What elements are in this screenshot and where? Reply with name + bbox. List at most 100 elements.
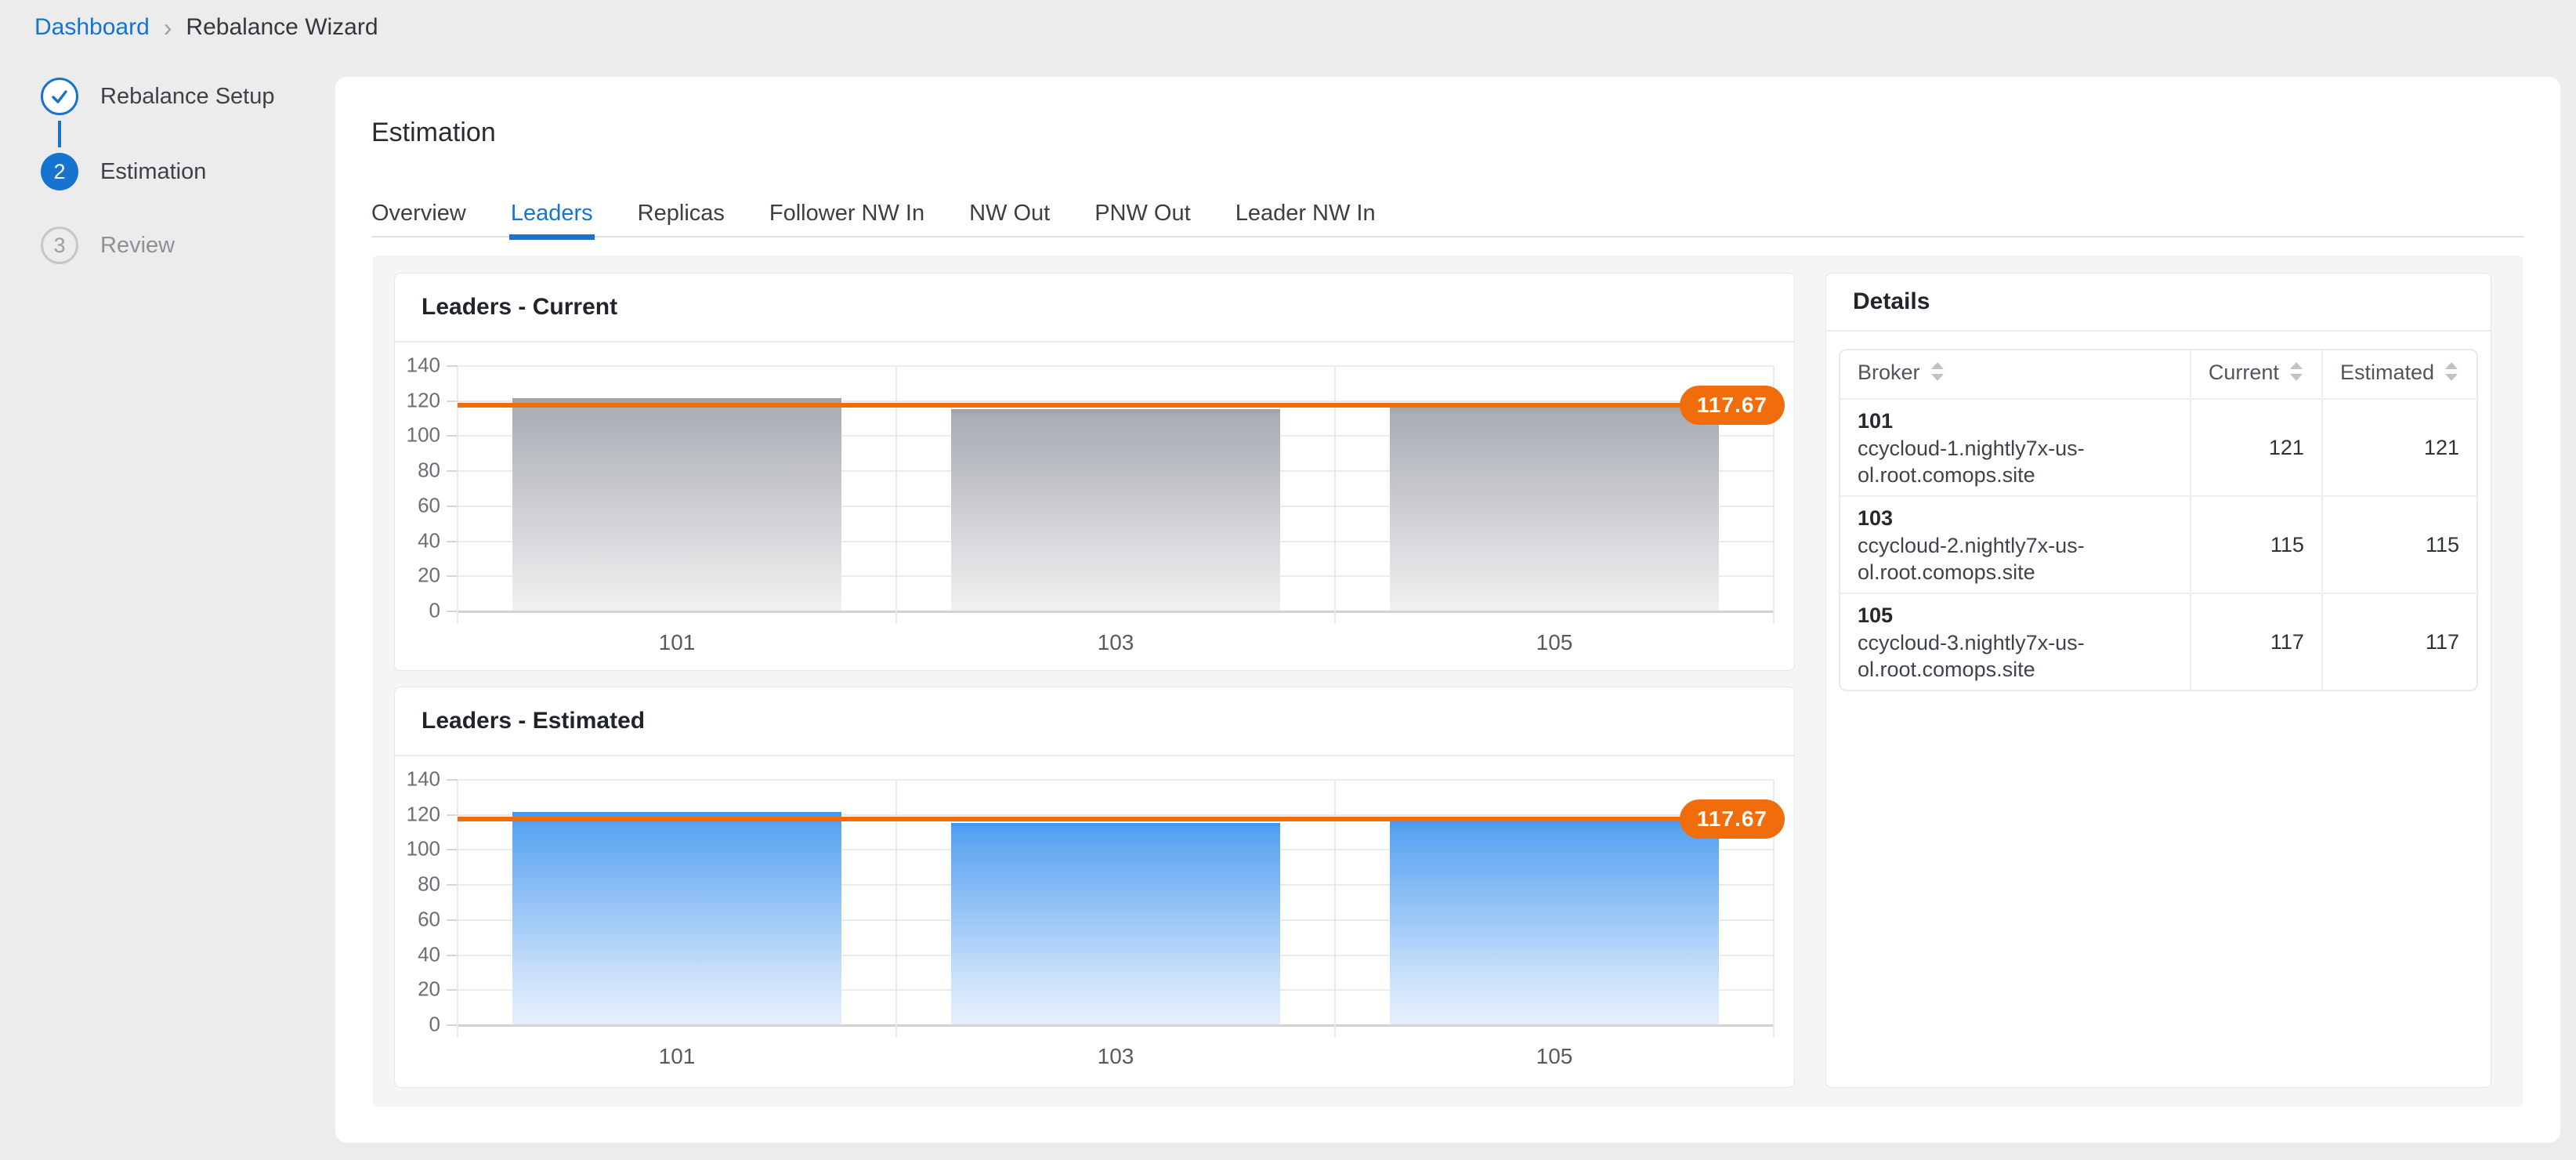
estimation-card: Estimation Overview Leaders Replicas Follow… bbox=[335, 77, 2560, 1143]
table-row-broker-105: 105 ccycloud-3.nightly7x-us-ol.root.comop… bbox=[1840, 593, 2477, 690]
grid-line bbox=[458, 814, 1774, 816]
x-axis-label: 105 bbox=[1536, 630, 1573, 654]
y-axis-label: 80 bbox=[418, 872, 440, 896]
bar-103[interactable] bbox=[951, 408, 1280, 611]
tab-replicas[interactable]: Replicas bbox=[637, 201, 725, 226]
broker-hostname: ccycloud-3.nightly7x-us-ol.root.comops.s… bbox=[1858, 631, 2085, 681]
estimated-value: 121 bbox=[2321, 398, 2477, 497]
page-title: Estimation bbox=[371, 118, 496, 147]
y-axis-label: 0 bbox=[429, 1012, 440, 1036]
breadcrumb-link-dashboard[interactable]: Dashboard bbox=[34, 14, 150, 40]
wizard-step-label: Review bbox=[100, 232, 175, 258]
threshold-line bbox=[458, 402, 1780, 408]
threshold-badge: 117.67 bbox=[1679, 799, 1785, 839]
y-axis-label: 120 bbox=[406, 387, 440, 411]
y-axis-label: 0 bbox=[429, 598, 440, 622]
column-header-current[interactable]: Current bbox=[2189, 350, 2323, 400]
sort-icon bbox=[2444, 361, 2459, 388]
table-row-broker-103: 103 ccycloud-2.nightly7x-us-ol.root.comop… bbox=[1840, 495, 2477, 594]
estimated-value: 117 bbox=[2321, 593, 2477, 690]
y-axis-label: 60 bbox=[418, 493, 440, 517]
x-axis-label: 101 bbox=[658, 630, 696, 654]
tab-leaders[interactable]: Leaders bbox=[508, 199, 595, 240]
bar-101[interactable] bbox=[512, 812, 841, 1024]
y-axis-tick bbox=[447, 400, 458, 402]
y-axis-label: 20 bbox=[418, 977, 440, 1001]
y-axis-label: 140 bbox=[406, 353, 440, 377]
y-axis-tick bbox=[447, 1024, 458, 1026]
chart-title: Leaders - Estimated bbox=[395, 687, 1794, 756]
tab-nw-out[interactable]: NW Out bbox=[969, 201, 1051, 226]
y-axis-label: 120 bbox=[406, 801, 440, 825]
y-axis-label: 40 bbox=[418, 941, 440, 966]
table-row-broker-101: 101 ccycloud-1.nightly7x-us-ol.root.comop… bbox=[1840, 398, 2477, 497]
y-axis-label: 40 bbox=[418, 527, 440, 552]
current-value: 117 bbox=[2189, 593, 2323, 690]
y-axis-label: 60 bbox=[418, 907, 440, 931]
chart-title: Leaders - Current bbox=[395, 274, 1794, 343]
step-gap bbox=[41, 193, 331, 224]
details-title: Details bbox=[1826, 274, 2491, 332]
tab-pnw-out[interactable]: PNW Out bbox=[1094, 201, 1191, 226]
broker-cell: 103 ccycloud-2.nightly7x-us-ol.root.comop… bbox=[1840, 495, 2191, 594]
bar-103[interactable] bbox=[951, 822, 1280, 1024]
y-axis-tick bbox=[447, 989, 458, 991]
y-axis-tick bbox=[447, 884, 458, 886]
bar-101[interactable] bbox=[512, 398, 841, 611]
threshold-line bbox=[458, 816, 1780, 821]
broker-id: 103 bbox=[1858, 506, 1894, 530]
column-header-estimated[interactable]: Estimated bbox=[2321, 350, 2477, 400]
wizard-step-rebalance-setup[interactable]: Rebalance Setup bbox=[41, 75, 331, 118]
y-axis-label: 80 bbox=[418, 458, 440, 482]
vertical-grid-line bbox=[895, 780, 897, 1037]
y-axis-tick bbox=[447, 919, 458, 921]
grid-line bbox=[458, 611, 1774, 613]
step-number-badge: 2 bbox=[41, 153, 78, 190]
tab-bar: Overview Leaders Replicas Follower NW In NW … bbox=[371, 199, 1376, 240]
grid-line bbox=[458, 400, 1774, 402]
tab-leader-nw-in[interactable]: Leader NW In bbox=[1235, 201, 1376, 226]
chevron-right-icon: › bbox=[163, 13, 172, 42]
tab-follower-nw-in[interactable]: Follower NW In bbox=[769, 201, 925, 226]
column-header-label: Broker bbox=[1858, 361, 1920, 384]
broker-id: 101 bbox=[1858, 409, 1894, 433]
x-axis-label: 105 bbox=[1536, 1044, 1573, 1068]
grid-line bbox=[458, 365, 1774, 367]
x-axis-label: 101 bbox=[658, 1044, 696, 1068]
y-axis-tick bbox=[447, 954, 458, 956]
wizard-step-estimation[interactable]: 2 Estimation bbox=[41, 150, 331, 193]
bar-105[interactable] bbox=[1390, 405, 1719, 611]
vertical-grid-line bbox=[1773, 780, 1775, 1037]
plot-area: 0 20 40 60 80 100 120 140 101 103 105 117.67 bbox=[407, 767, 1785, 1068]
vertical-grid-line bbox=[895, 366, 897, 623]
breadcrumb-current-page: Rebalance Wizard bbox=[186, 14, 378, 40]
broker-cell: 105 ccycloud-3.nightly7x-us-ol.root.comop… bbox=[1840, 593, 2191, 690]
y-axis-tick bbox=[447, 435, 458, 437]
chart-card-leaders-estimated: Leaders - Estimated 0 20 40 60 80 100 120 140 10… bbox=[394, 687, 1795, 1088]
column-header-broker[interactable]: Broker bbox=[1840, 350, 2191, 400]
step-number-badge: 3 bbox=[41, 227, 78, 264]
breadcrumb: Dashboard › Rebalance Wizard bbox=[34, 14, 378, 41]
bar-105[interactable] bbox=[1390, 819, 1719, 1024]
column-header-label: Current bbox=[2208, 361, 2279, 384]
estimated-value: 115 bbox=[2321, 495, 2477, 594]
y-axis-label: 100 bbox=[406, 422, 440, 447]
vertical-grid-line bbox=[457, 780, 458, 1037]
current-value: 115 bbox=[2189, 495, 2323, 594]
chart-card-leaders-current: Leaders - Current 0 20 40 60 80 100 120 140 101 1… bbox=[394, 273, 1795, 671]
vertical-grid-line bbox=[1773, 366, 1775, 623]
sort-icon bbox=[1930, 361, 1945, 388]
table-header-row: Broker Current Estimated bbox=[1840, 350, 2477, 400]
vertical-grid-line bbox=[1333, 780, 1336, 1037]
details-card: Details Broker Current Estimated 101 ccyclo… bbox=[1825, 273, 2491, 1088]
broker-id: 105 bbox=[1858, 604, 1894, 627]
current-value: 121 bbox=[2189, 398, 2323, 497]
y-axis-label: 140 bbox=[406, 767, 440, 791]
tab-overview[interactable]: Overview bbox=[371, 201, 466, 226]
vertical-grid-line bbox=[457, 366, 458, 623]
y-axis-label: 100 bbox=[406, 836, 440, 861]
grid-line bbox=[458, 1024, 1774, 1027]
wizard-stepper: Rebalance Setup 2 Estimation 3 Review bbox=[41, 75, 331, 266]
broker-cell: 101 ccycloud-1.nightly7x-us-ol.root.comop… bbox=[1840, 398, 2191, 497]
